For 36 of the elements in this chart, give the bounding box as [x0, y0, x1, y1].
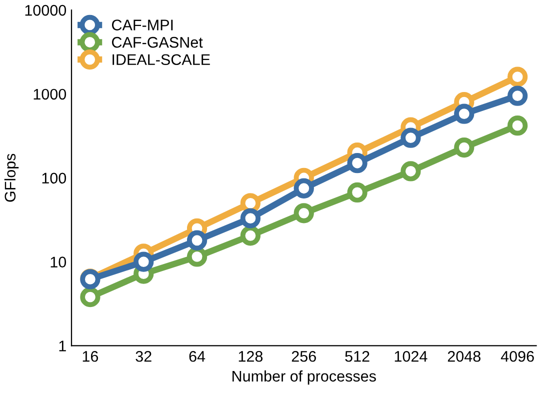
legend-label: CAF-MPI [112, 20, 173, 30]
x-axis-title: Number of processes [232, 370, 376, 385]
legend-label: CAF-GASNet [112, 36, 203, 48]
point [80, 287, 100, 308]
point [507, 66, 528, 87]
point [507, 86, 528, 106]
point [294, 203, 314, 224]
y-tick-label: 10000 [25, 4, 66, 16]
x-tick-label: 128 [238, 350, 263, 362]
x-tick-label: 4096 [500, 350, 534, 362]
point [400, 128, 421, 148]
x-tick-label: 64 [189, 350, 206, 362]
legend-label: IDEAL-SCALE [112, 54, 210, 66]
x-tick-label: 2048 [448, 350, 480, 362]
point [240, 208, 261, 228]
point [454, 137, 474, 158]
y-tick-label: 10 [50, 256, 66, 268]
y-tick-label: 100 [42, 172, 66, 184]
x-tick-label: 32 [136, 350, 152, 362]
point [186, 230, 208, 250]
y-axis-title: GFlops [4, 154, 19, 202]
point [240, 226, 261, 246]
y-tick-label: 1 [59, 340, 66, 352]
x-tick-label: 512 [345, 350, 370, 362]
x-tick-label: 16 [82, 350, 98, 362]
point [294, 178, 314, 198]
point [507, 116, 528, 136]
point [134, 252, 154, 272]
x-tick-label: 1024 [394, 350, 428, 362]
point [347, 182, 368, 203]
point [347, 153, 368, 174]
point [186, 246, 208, 267]
y-tick-label: 1000 [34, 88, 66, 100]
point [454, 104, 474, 124]
point [400, 161, 421, 182]
x-tick-label: 256 [292, 350, 316, 362]
